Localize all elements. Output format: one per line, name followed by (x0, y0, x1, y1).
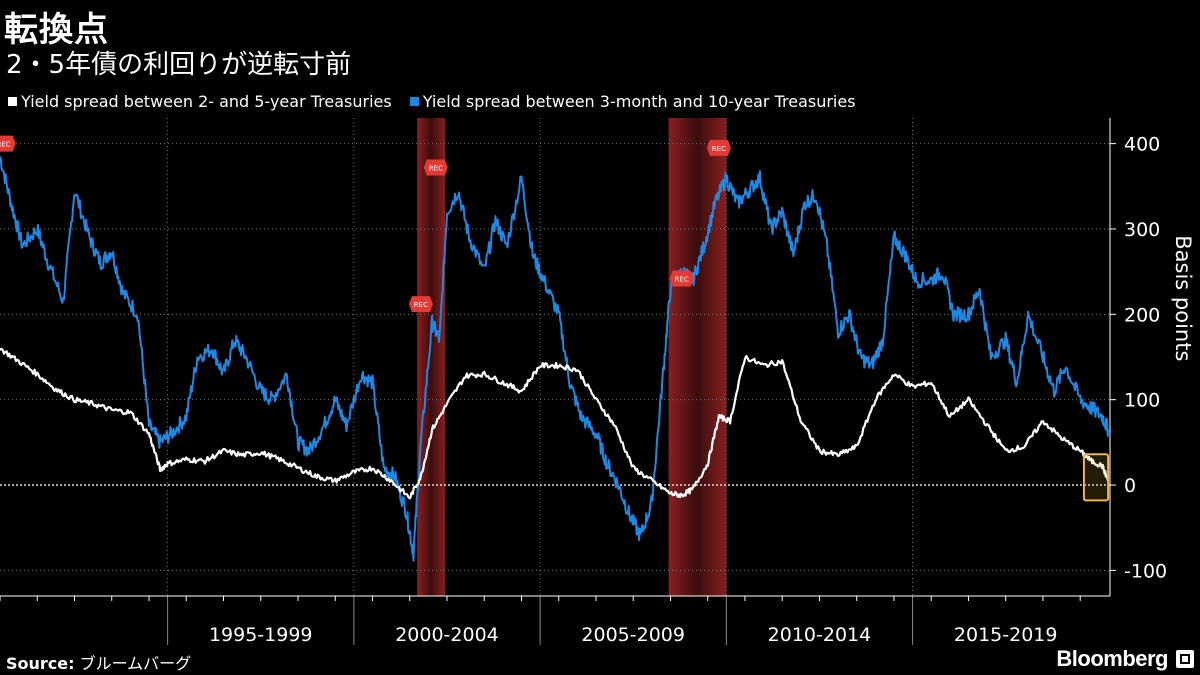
series-lines (0, 156, 1110, 562)
y-tick-label: 100 (1124, 390, 1160, 412)
x-period-label: 2015-2019 (954, 624, 1058, 646)
x-period-label: 2010-2014 (768, 624, 872, 646)
rec-marker-label: REC (0, 141, 11, 149)
series-line-2-5 (0, 347, 1110, 500)
legend-swatch-blue (409, 97, 419, 106)
y-tick-label: 0 (1124, 475, 1136, 497)
x-period-label: 2000-2004 (395, 624, 499, 646)
rec-flag-icon (669, 270, 694, 287)
source-label: Source: (6, 654, 75, 673)
legend-label: Yield spread between 3-month and 10-year… (422, 92, 856, 111)
highlight-box (1082, 453, 1110, 502)
gridlines (0, 118, 1110, 596)
rec-markers: REC REC REC REC REC (0, 135, 731, 313)
recession-bands (417, 118, 727, 596)
rec-marker: REC (669, 270, 694, 287)
y-tick-label: -100 (1124, 560, 1167, 582)
chart-subtitle: 2・5年債の利回りが逆転寸前 (6, 50, 352, 80)
legend-item-3m-10y-spread[interactable]: Yield spread between 3-month and 10-year… (409, 92, 856, 111)
rec-marker: REC (0, 135, 16, 152)
rec-marker-label: REC (414, 301, 428, 309)
x-period-label: 1995-1999 (209, 624, 313, 646)
rec-marker-label: REC (675, 275, 689, 283)
y-tick-label: 200 (1124, 304, 1160, 326)
rec-flag-icon (408, 296, 433, 313)
rec-flag-icon (706, 139, 731, 156)
rec-marker: REC (706, 139, 731, 156)
legend-label: Yield spread between 2- and 5-year Treas… (21, 92, 392, 111)
rec-marker-label: REC (429, 165, 443, 173)
legend-swatch-white (8, 97, 17, 106)
rec-marker-label: REC (712, 145, 726, 153)
legend: Yield spread between 2- and 5-year Treas… (8, 92, 856, 111)
recession-band (668, 118, 727, 596)
rec-flag-icon (423, 159, 448, 176)
chart-title: 転換点 (4, 10, 109, 50)
y-tick-label: 300 (1124, 219, 1160, 241)
y-axis-title: Basis points (1171, 235, 1195, 361)
source-value: ブルームバーグ (79, 654, 192, 673)
x-period-label: 2005-2009 (581, 624, 685, 646)
rec-marker: REC (408, 296, 433, 313)
series-line-3m-10y (0, 156, 1110, 562)
bloomberg-logo: Bloomberg (1056, 646, 1168, 671)
highlight-overlay (1082, 453, 1110, 502)
axes: -100 0 100 200 300 400 1995-1999 2000-2004 2005-… (0, 118, 1195, 646)
legend-item-2-5-spread[interactable]: Yield spread between 2- and 5-year Treas… (8, 92, 392, 111)
bloomberg-terminal-icon (1176, 650, 1194, 668)
rec-flag-icon (0, 135, 16, 152)
rec-marker: REC (423, 159, 448, 176)
source-note: Source: ブルームバーグ (6, 650, 191, 674)
y-tick-label: 400 (1124, 134, 1160, 156)
recession-band (417, 118, 446, 596)
